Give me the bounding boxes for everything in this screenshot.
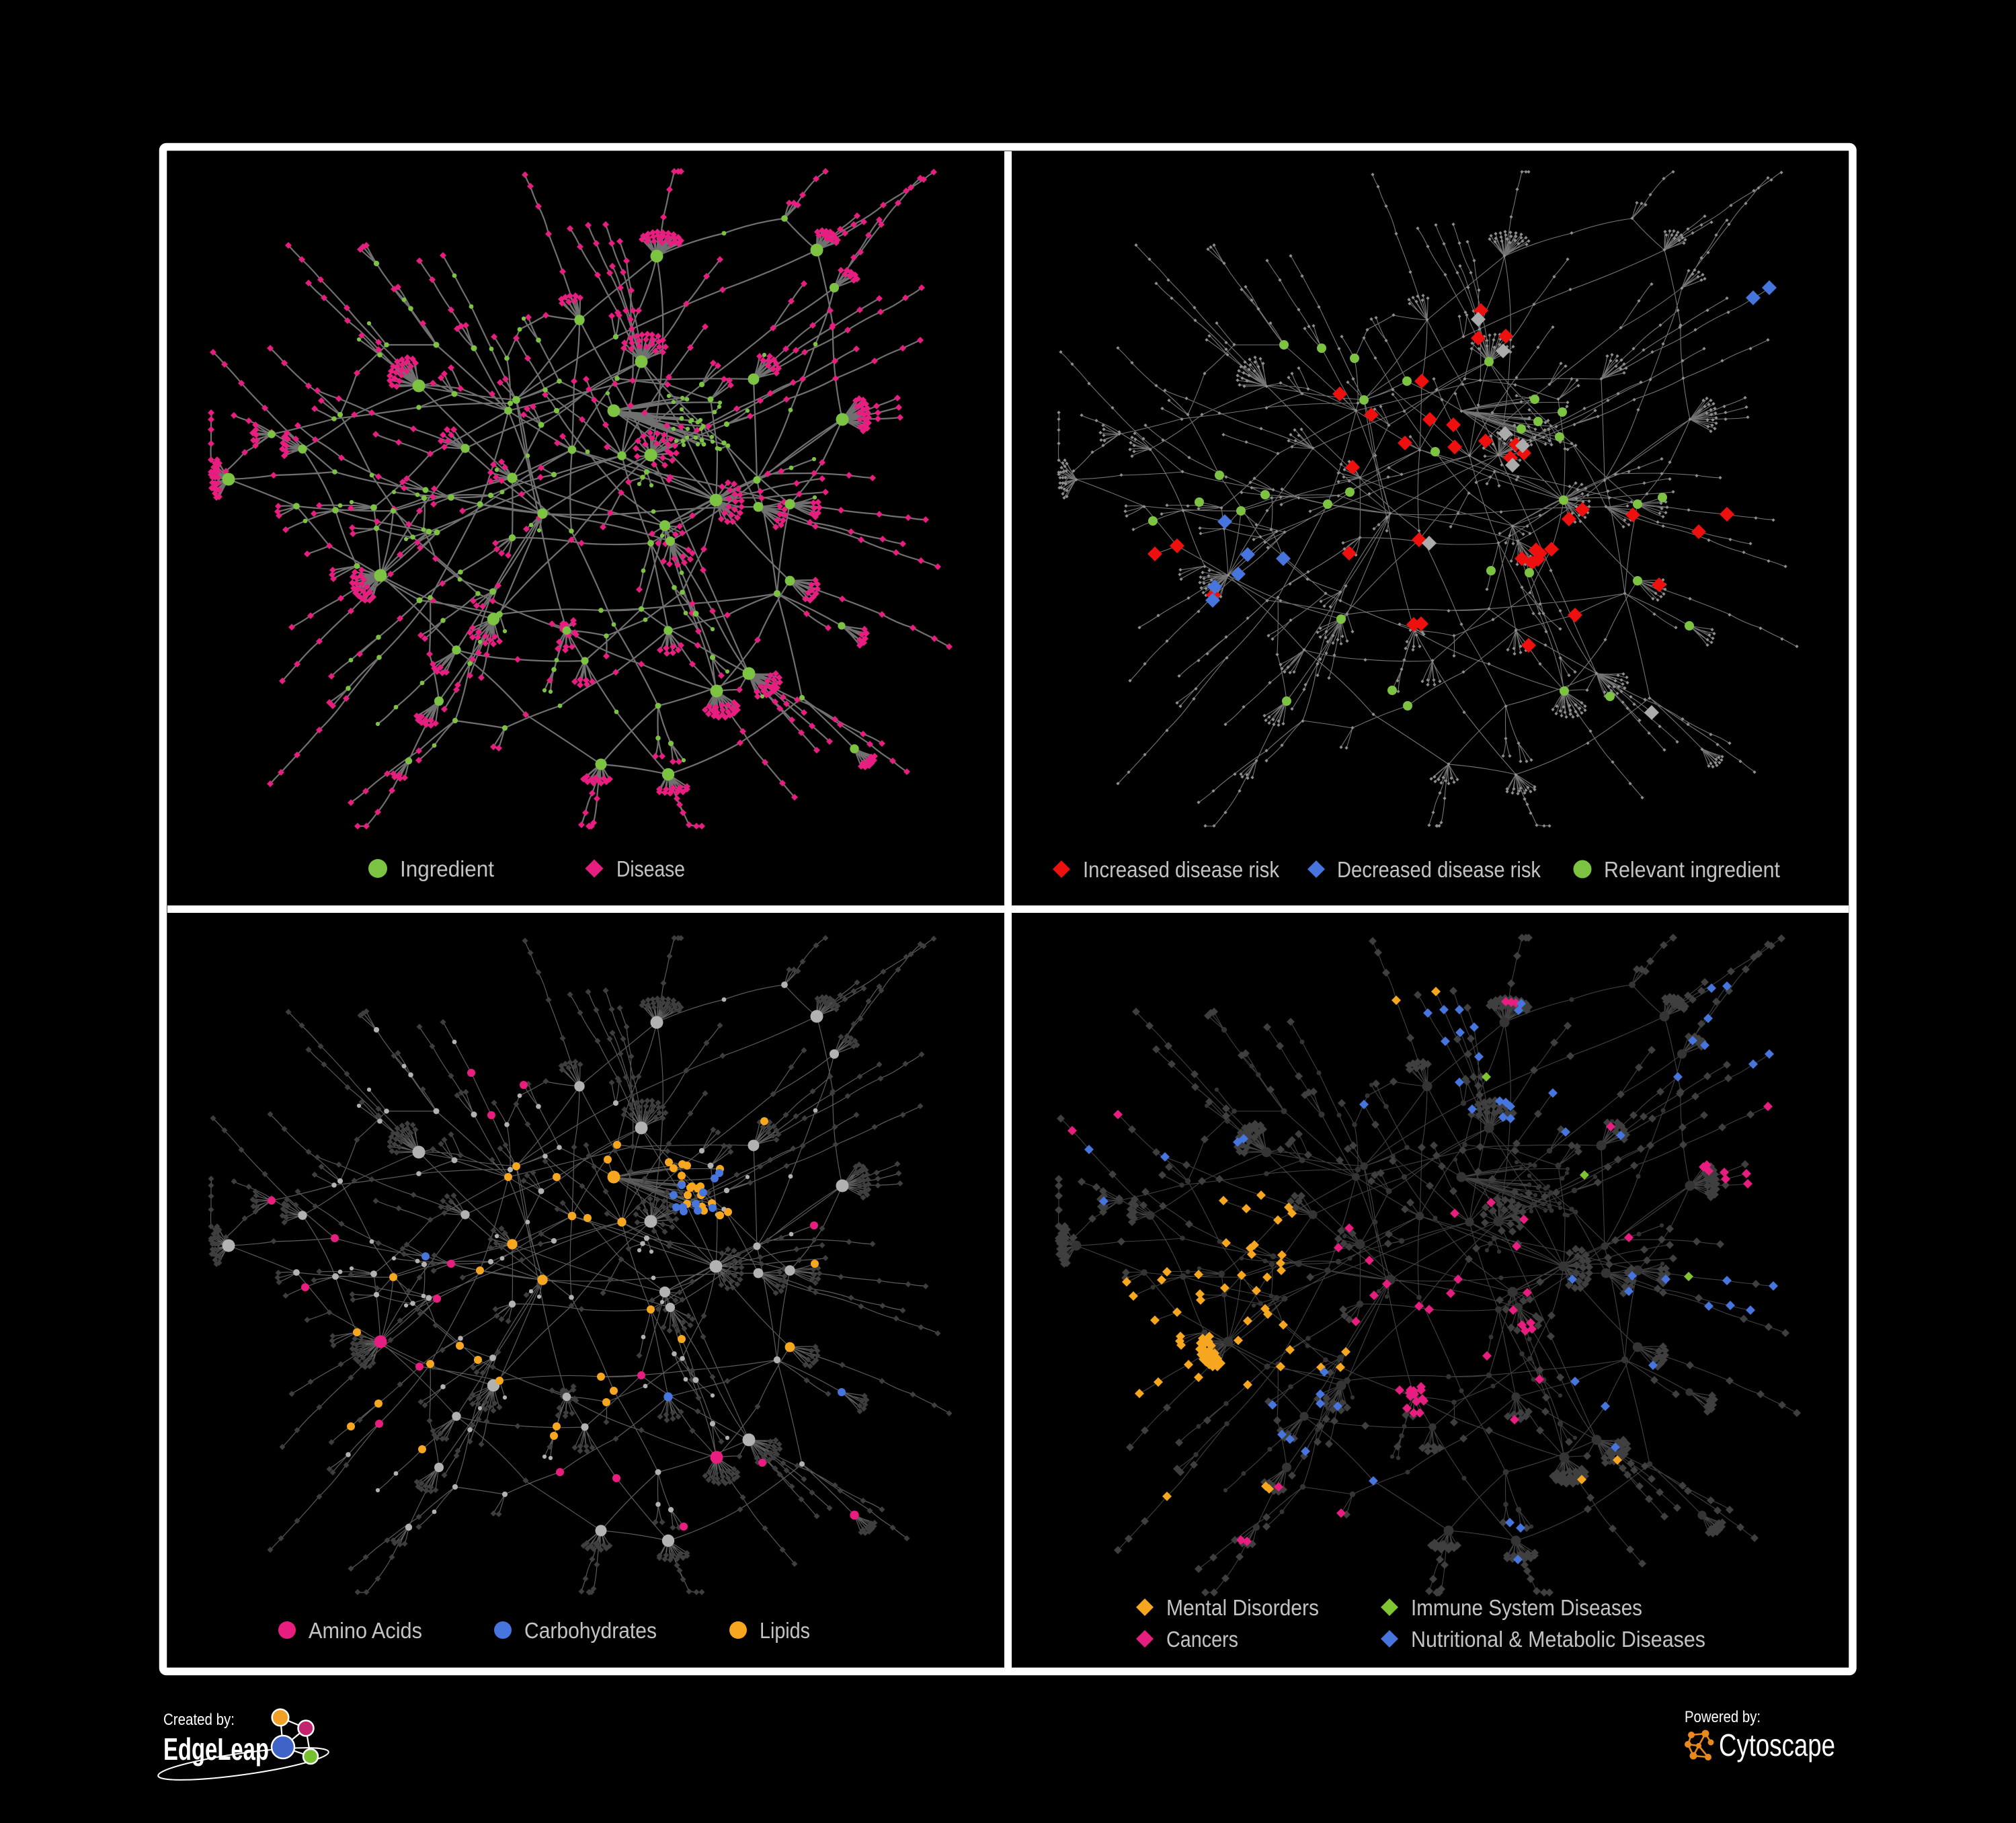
svg-text:Lipids: Lipids	[760, 1618, 810, 1643]
svg-text:Cytoscape: Cytoscape	[1719, 1728, 1835, 1763]
svg-text:Nutritional & Metabolic Diseas: Nutritional & Metabolic Diseases	[1411, 1627, 1705, 1652]
svg-text:Powered by:: Powered by:	[1685, 1708, 1761, 1726]
svg-text:Cancers: Cancers	[1166, 1627, 1238, 1652]
svg-text:EdgeLeap: EdgeLeap	[163, 1732, 269, 1767]
svg-text:Carbohydrates: Carbohydrates	[524, 1618, 657, 1643]
svg-text:Decreased disease risk: Decreased disease risk	[1337, 857, 1541, 882]
svg-text:Created by:: Created by:	[163, 1711, 235, 1729]
svg-text:Relevant ingredient: Relevant ingredient	[1604, 857, 1780, 882]
svg-text:Increased disease risk: Increased disease risk	[1083, 857, 1279, 882]
svg-text:Amino Acids: Amino Acids	[309, 1618, 422, 1643]
svg-text:Ingredient: Ingredient	[400, 856, 494, 881]
svg-text:Immune System Diseases: Immune System Diseases	[1411, 1595, 1642, 1620]
svg-text:Disease: Disease	[616, 856, 685, 881]
svg-text:Mental Disorders: Mental Disorders	[1166, 1595, 1319, 1620]
